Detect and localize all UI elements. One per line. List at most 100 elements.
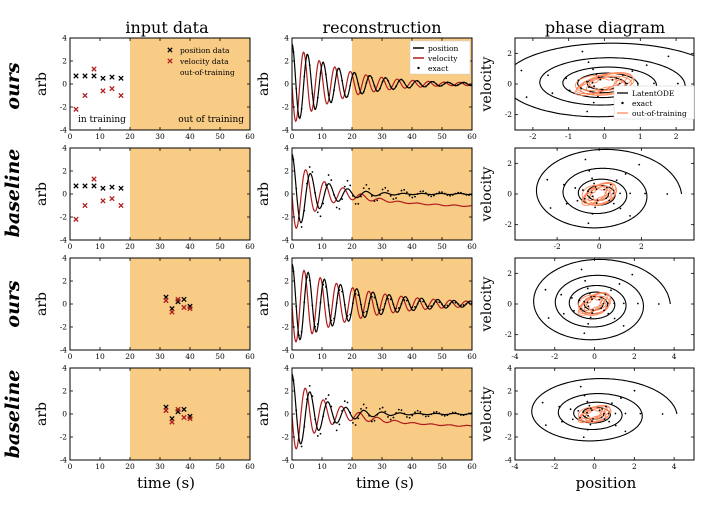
exact-point [349,184,352,187]
series-line-out-of-training [577,404,612,423]
exact-point [389,298,392,301]
exact-point [311,171,314,173]
x-tick-label: 60 [467,352,477,361]
x-tick-label: 40 [185,352,195,361]
exact-point [397,408,400,411]
legend-label: velocity [427,54,458,63]
exact-point [308,64,311,67]
exact-point [327,394,330,396]
exact-point [381,406,384,409]
legend-label: out-of-training [180,68,235,77]
exact-point [584,306,587,309]
x-tick-label: 20 [347,352,357,361]
exact-point [427,194,430,197]
exact-point [636,82,639,85]
data-point-position [91,73,97,79]
exact-point [608,420,611,423]
input-data-panel-2: 0 10 20 30 40 50 60 -4 -2 0 2 4 arb [34,144,255,252]
exact-point [454,301,457,304]
data-point-velocity [118,92,124,99]
column-title-reconstruction: reconstruction [322,18,441,37]
exact-point [365,184,368,186]
data-point-position [118,75,124,81]
exact-point [373,200,376,203]
exact-point [338,67,341,70]
axes-frame [514,257,695,351]
exact-point [362,90,365,93]
exact-point [565,202,568,205]
y-tick-label: -4 [60,236,68,245]
exact-point [376,303,379,306]
x-tick-label: 20 [125,462,135,471]
exact-point [368,302,370,305]
exact-point [603,188,606,191]
exact-point [541,401,544,404]
y-tick-label: 2 [507,269,512,278]
exact-point [335,302,338,304]
x-tick-label: 40 [407,132,417,141]
exact-point [604,293,607,296]
exact-point [596,199,599,202]
y-tick-label: -2 [60,323,68,332]
x-tick-label: 2 [632,352,637,361]
exact-point [343,400,346,403]
exact-point [624,173,627,175]
exact-point [580,87,583,90]
data-point-velocity [163,407,169,414]
exact-point [624,430,627,433]
x-tick-label: 20 [125,352,135,361]
exact-point [624,412,627,415]
exact-point [460,414,462,416]
exact-point [588,86,590,88]
data-point-velocity [73,216,79,222]
x-tick-label: 30 [377,352,387,361]
exact-point [330,101,333,104]
exact-point [563,183,565,186]
y-tick-label: 2 [284,57,289,66]
legend-marker-exact [621,101,624,105]
y-tick-label: 2 [284,167,289,176]
y-tick-label: -2 [60,433,68,442]
data-point-velocity [109,85,115,92]
x-tick-label: -1 [565,132,572,141]
exact-point [368,75,370,77]
exact-point [618,283,621,285]
y-tick-label: -4 [282,236,290,245]
exact-point [547,317,550,319]
y-tick-label: 0 [507,190,512,199]
exact-point [443,82,446,85]
exact-point [607,412,610,415]
exact-point [593,85,596,88]
exact-point [582,411,585,413]
exact-point [292,158,295,161]
row-label-1: ours [2,62,24,109]
exact-point [325,286,327,288]
exact-point [411,83,414,86]
exact-point [416,80,419,82]
exact-point [414,411,416,414]
exact-point [603,309,605,312]
y-tick-label: -2 [505,330,513,339]
exact-point [422,300,424,303]
exact-point [596,95,599,98]
x-label-reconstruction: time (s) [356,474,414,492]
exact-point [360,408,362,410]
exact-point [454,84,457,87]
exact-point [547,74,549,77]
phase-panel-4: -4 -2 0 2 4 -4 -2 0 2 4 velocity [479,364,695,471]
exact-point [561,420,563,423]
exact-point [430,195,433,198]
exact-point [395,412,397,414]
y-tick-label: 4 [62,34,67,43]
exact-point [300,107,303,110]
exact-point [449,303,451,305]
exact-point [292,379,295,382]
exact-point [622,302,625,305]
y-tick-label: -2 [60,103,68,112]
exact-point [406,85,408,88]
x-tick-label: 20 [125,132,135,141]
exact-point [416,302,419,305]
exact-point [462,192,465,195]
exact-point [580,268,583,271]
exact-point [354,293,357,295]
